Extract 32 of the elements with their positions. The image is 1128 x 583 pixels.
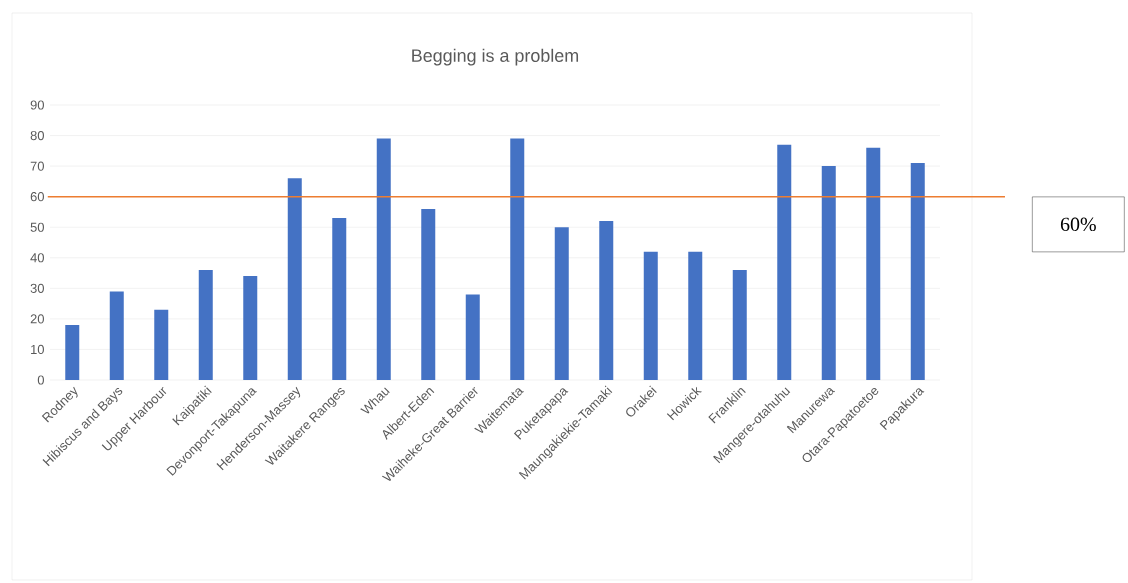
bar — [643, 251, 658, 380]
bar — [910, 163, 925, 380]
bar — [287, 178, 302, 380]
bar — [154, 309, 169, 380]
bar — [732, 269, 747, 380]
bar — [465, 294, 480, 380]
bar — [777, 144, 792, 380]
y-tick-label: 40 — [30, 253, 44, 263]
bar — [198, 269, 213, 380]
y-tick-label: 20 — [30, 314, 44, 324]
bar — [866, 147, 881, 380]
bar — [510, 138, 525, 380]
y-tick-label: 10 — [31, 344, 44, 355]
bar — [421, 208, 436, 380]
y-tick-label: 50 — [30, 222, 44, 232]
y-tick-label: 30 — [30, 283, 44, 293]
y-tick-label: 90 — [30, 100, 44, 110]
bar — [821, 166, 836, 380]
bar — [376, 138, 391, 380]
ref-line-label: 60% — [1060, 217, 1096, 232]
y-tick-label: 70 — [30, 161, 44, 171]
chart-title: Begging is a problem — [412, 48, 579, 66]
bar — [109, 291, 124, 380]
bar — [243, 276, 258, 380]
y-tick-label: 80 — [30, 130, 44, 141]
bar — [688, 251, 703, 380]
bar — [65, 324, 80, 380]
bar — [332, 218, 347, 380]
y-tick-label: 0 — [37, 375, 44, 385]
bar — [554, 227, 569, 380]
bar — [599, 221, 614, 380]
y-tick-label: 60 — [30, 192, 44, 202]
